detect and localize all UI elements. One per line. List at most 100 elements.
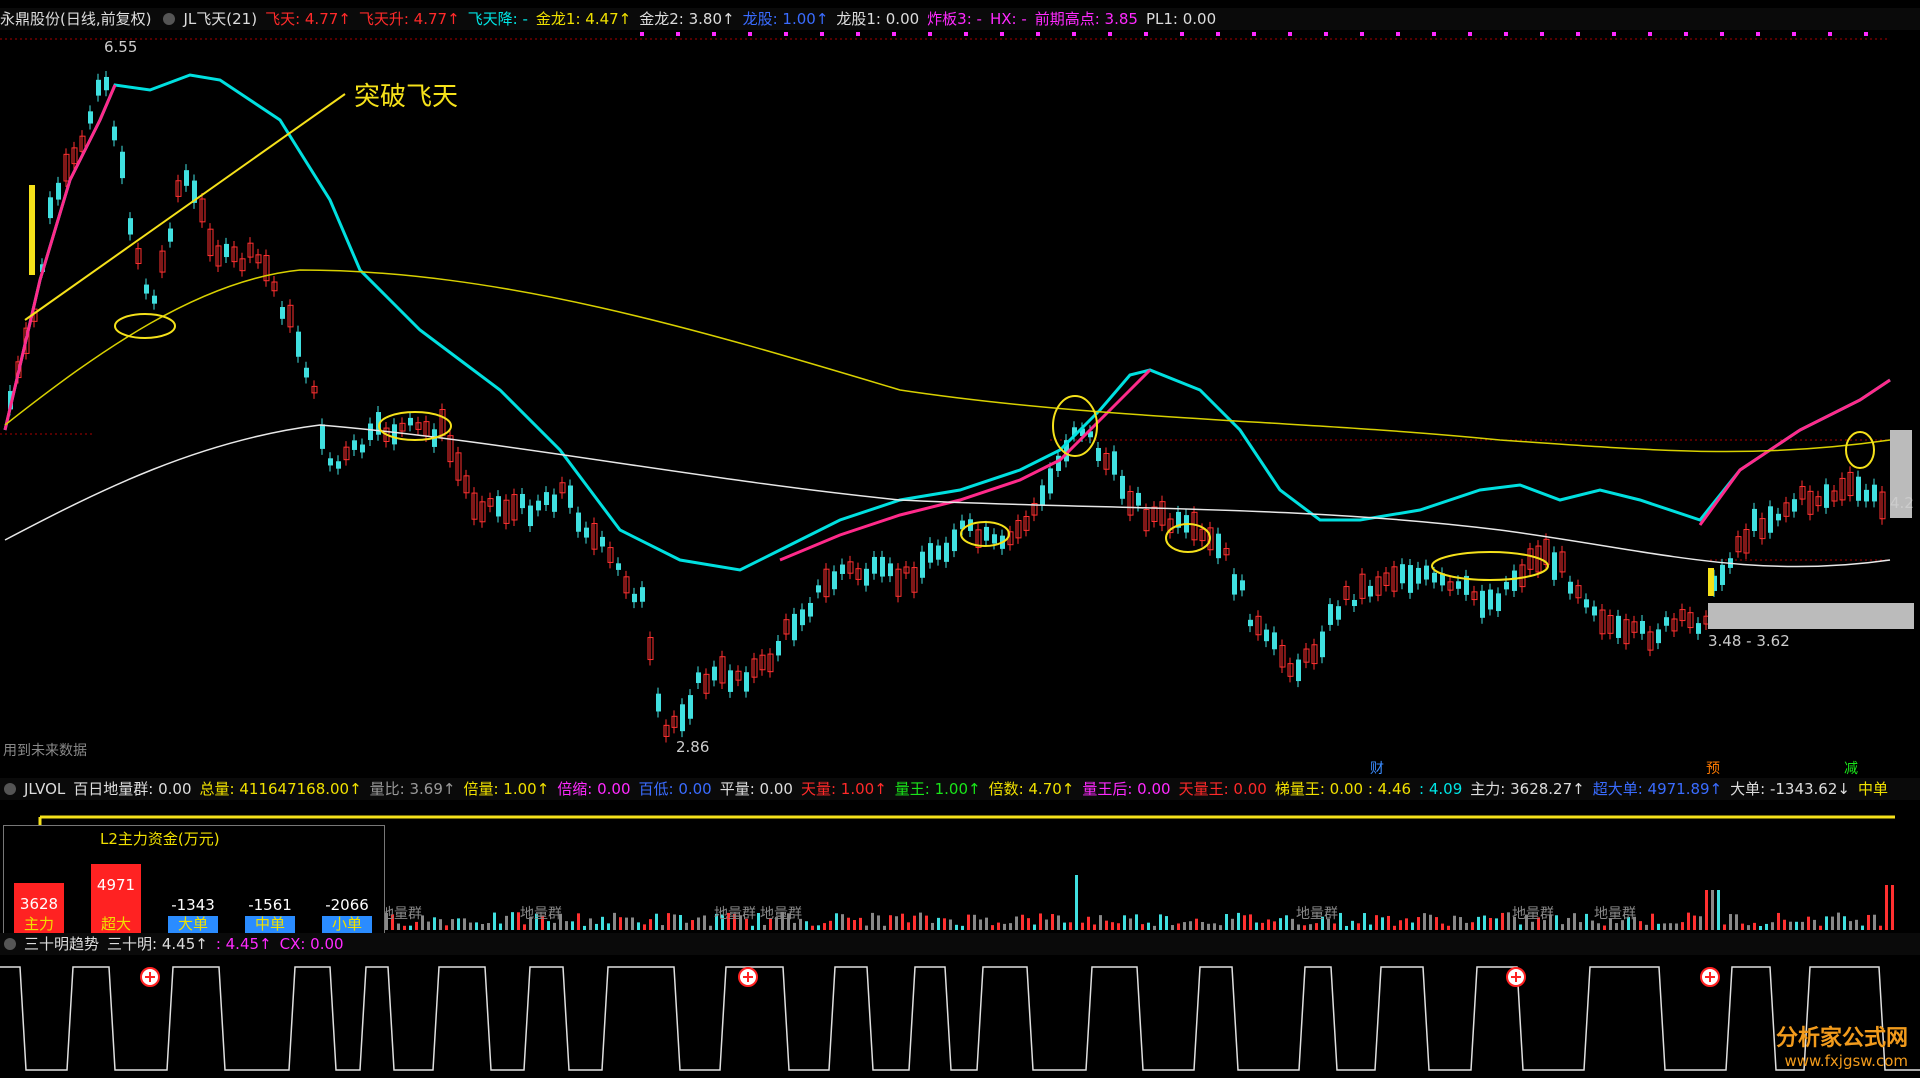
- volume-bar: [643, 924, 646, 930]
- volume-item-10: 量王后: 0.00: [1082, 780, 1171, 798]
- volume-bar: [751, 925, 754, 930]
- volume-bar: [649, 919, 652, 930]
- volume-bar: [1531, 921, 1534, 930]
- candle-body: [1176, 511, 1181, 528]
- price-chart[interactable]: [0, 30, 1920, 778]
- volume-bar: [1177, 923, 1180, 930]
- candle-body: [888, 563, 893, 577]
- candle-body: [1408, 565, 1413, 593]
- volume-bar: [439, 919, 442, 930]
- volume-bar: [1321, 916, 1324, 930]
- annotation-breakout: 突破飞天: [354, 82, 459, 112]
- candle-body: [847, 561, 854, 574]
- low-price-label: 2.86: [676, 738, 710, 756]
- range-box: [1708, 603, 1914, 629]
- volume-bar: [1693, 915, 1696, 930]
- candle-body: [479, 501, 486, 523]
- volume-bar: [1105, 920, 1108, 930]
- stock-name[interactable]: 永鼎股份(日线,前复权): [0, 10, 152, 28]
- candle-body: [1040, 485, 1045, 505]
- candle-body: [1447, 581, 1454, 591]
- candle-body: [79, 135, 86, 152]
- highlight-ellipse: [1165, 523, 1211, 553]
- candle-body: [1080, 428, 1085, 437]
- top-dot: [1612, 32, 1616, 36]
- volume-bar: [1489, 917, 1492, 930]
- candle-body: [816, 585, 821, 593]
- candle-body: [823, 568, 830, 598]
- event-mark-forecast[interactable]: 预: [1706, 761, 1720, 777]
- candle-body: [63, 153, 70, 182]
- candle-body: [1296, 659, 1301, 682]
- volume-bar: [1597, 923, 1600, 930]
- candle-body: [1151, 506, 1158, 523]
- candle-body: [1096, 447, 1101, 462]
- top-dot: [1000, 32, 1004, 36]
- volume-bar: [499, 923, 502, 930]
- settings-circle-icon[interactable]: [4, 938, 16, 950]
- volume-bar: [1711, 890, 1714, 930]
- candle-body: [1543, 538, 1550, 566]
- volume-bar: [457, 918, 460, 930]
- volume-chart[interactable]: [0, 800, 1920, 932]
- candle-body: [1807, 490, 1814, 515]
- candle-body: [1519, 564, 1526, 588]
- candle-body: [1056, 455, 1061, 471]
- volume-bar: [781, 912, 784, 930]
- candle-body: [88, 111, 93, 124]
- candle-body: [1320, 631, 1325, 658]
- trend-indicator-name[interactable]: 三十明趋势: [24, 935, 100, 953]
- volume-bar: [721, 914, 724, 930]
- price-chart-svg: [0, 32, 1914, 743]
- volume-bar: [745, 918, 748, 930]
- volume-bar: [979, 919, 982, 930]
- volume-bar: [1561, 924, 1564, 930]
- volume-bar: [871, 912, 874, 930]
- volume-bar: [1567, 917, 1570, 930]
- volume-bar: [1057, 915, 1060, 930]
- candle-body: [447, 435, 454, 463]
- candle-body: [1328, 604, 1333, 625]
- volume-bar: [1423, 913, 1426, 930]
- volume-bar: [1135, 914, 1138, 930]
- volume-bar: [667, 913, 670, 930]
- volume-bar: [547, 921, 550, 930]
- volume-bar: [481, 924, 484, 930]
- volume-item-14: 主力: 3628.27↑: [1470, 780, 1585, 798]
- volume-bar: [1249, 914, 1252, 930]
- candle-body: [1720, 564, 1725, 585]
- candle-body: [855, 568, 862, 580]
- candle-body: [496, 496, 501, 517]
- indicator-name[interactable]: JL飞天(21): [183, 10, 258, 28]
- volume-indicator-name[interactable]: JLVOL: [24, 780, 66, 798]
- volume-bar: [1063, 922, 1066, 930]
- candle-body: [1647, 631, 1654, 651]
- candle-body: [696, 672, 701, 684]
- header-item-10: PL1: 0.00: [1145, 10, 1217, 28]
- volume-bar: [1603, 925, 1606, 930]
- top-dot: [1216, 32, 1220, 36]
- settings-circle-icon[interactable]: [4, 783, 16, 795]
- volume-bar: [1381, 917, 1384, 930]
- volume-bar: [937, 917, 940, 930]
- settings-circle-icon[interactable]: [163, 13, 176, 25]
- volume-item-9: 倍数: 4.70↑: [988, 780, 1075, 798]
- candle-body: [128, 218, 133, 235]
- l2-bar-name: 小单: [331, 915, 362, 933]
- volume-bar: [1003, 923, 1006, 930]
- candle-body: [1824, 484, 1829, 508]
- volume-bar: [1705, 890, 1708, 930]
- candle-body: [1471, 591, 1478, 601]
- volume-bar: [769, 917, 772, 930]
- candle-body: [263, 255, 270, 282]
- candle-body: [680, 704, 685, 732]
- event-mark-finance[interactable]: 财: [1370, 761, 1384, 777]
- candle-body: [1375, 576, 1382, 596]
- event-mark-reduce[interactable]: 减: [1844, 761, 1858, 777]
- candle-body: [1552, 552, 1557, 580]
- trend-chart[interactable]: [0, 955, 1920, 1078]
- candle-body: [1416, 567, 1421, 584]
- top-dot: [784, 32, 788, 36]
- volume-bar: [1627, 917, 1630, 930]
- candle-body: [1559, 551, 1566, 573]
